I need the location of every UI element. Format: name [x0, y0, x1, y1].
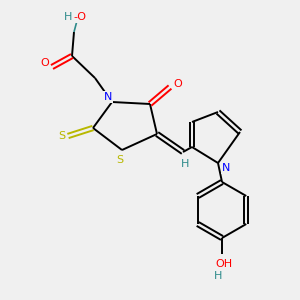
Text: OH: OH	[215, 259, 232, 269]
Text: -O: -O	[74, 12, 86, 22]
Text: O: O	[40, 58, 50, 68]
Text: H: H	[214, 271, 222, 281]
Text: H: H	[181, 159, 189, 169]
Text: S: S	[58, 131, 66, 141]
Text: S: S	[116, 155, 124, 165]
Text: H: H	[64, 12, 72, 22]
Text: N: N	[222, 163, 230, 173]
Text: O: O	[174, 79, 182, 89]
Text: N: N	[104, 92, 112, 102]
